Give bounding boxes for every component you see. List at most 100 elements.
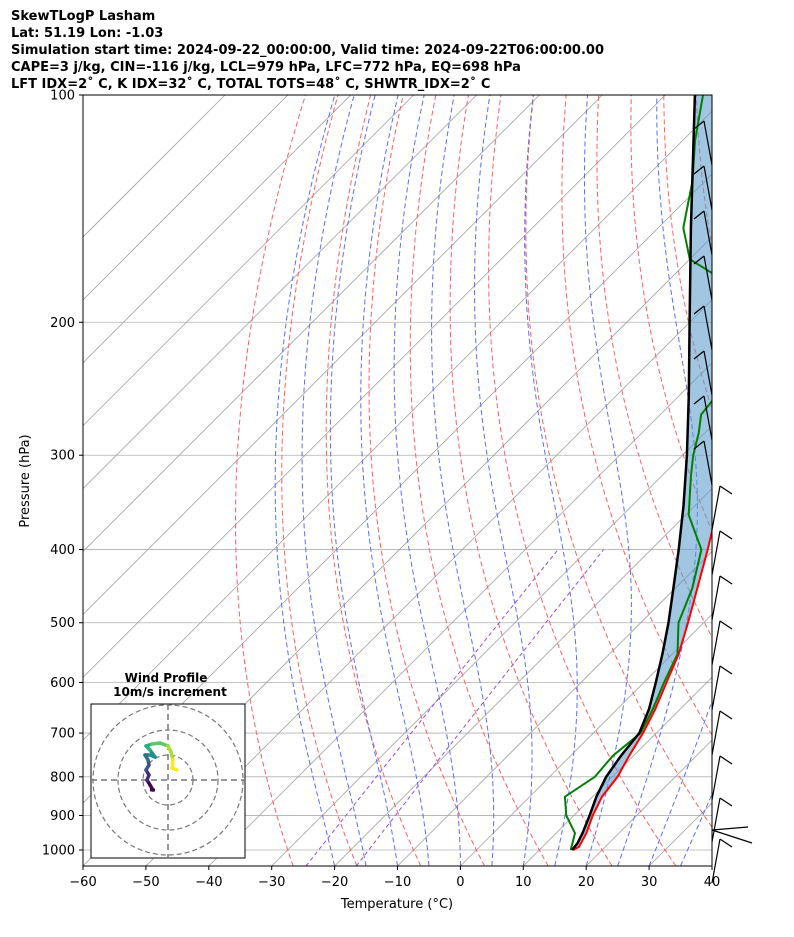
hodograph-subtitle: 10m/s increment (113, 685, 227, 699)
isotherm-line (523, 676, 712, 866)
dry-adiabat (409, 95, 549, 866)
mixing-ratio-line (305, 549, 559, 866)
wind-barb-staff (711, 797, 721, 843)
isotherm-line (460, 613, 712, 866)
hodograph-rings (91, 704, 245, 858)
wind-barb-staff (711, 665, 721, 711)
moist-adiabat (360, 95, 430, 866)
x-tick-label: −60 (69, 875, 96, 890)
dry-adiabat (488, 95, 677, 866)
isotherm-line (83, 95, 289, 301)
moist-adiabat (393, 95, 461, 866)
wind-barb-flag (693, 210, 705, 220)
isotherm-line (334, 488, 712, 866)
moist-adiabat (474, 95, 533, 866)
wind-barb-staff (711, 620, 721, 666)
wind-barb-staff (703, 440, 713, 486)
y-tick-label: 800 (50, 770, 75, 785)
x-tick-label: −20 (321, 875, 348, 890)
dry-adiabat (325, 95, 422, 866)
isotherm-line (83, 110, 712, 741)
moist-adiabat (274, 95, 336, 866)
isotherm-line (648, 802, 712, 866)
wind-barb-flag (719, 838, 733, 848)
hodograph-inset: Wind Profile 10m/s increment (90, 671, 246, 859)
wind-barb-flag (719, 485, 733, 495)
dry-adiabat (561, 95, 712, 736)
wind-barb-flag (719, 575, 733, 585)
isotherm-line (397, 550, 712, 866)
x-axis-label: Temperature (°C) (340, 897, 453, 912)
y-tick-label: 1000 (42, 844, 75, 859)
cape-fill-area (572, 95, 712, 850)
isotherm-line (271, 425, 712, 866)
wind-barb-flag (719, 665, 733, 675)
chart-title: SkewTLogP Lasham (11, 9, 156, 24)
profile-lines (563, 95, 712, 851)
wind-barb-flag (719, 620, 733, 630)
wind-barb-staff (703, 395, 713, 441)
wind-barb-flag (719, 797, 733, 807)
wind-barb-flag (693, 440, 705, 450)
wind-barb-staff (711, 755, 721, 801)
wind-barb-staff (703, 305, 713, 351)
x-tick-label: 20 (578, 875, 595, 890)
wind-barb-staff (711, 710, 721, 756)
isotherm-line (83, 95, 414, 427)
hodograph-title: Wind Profile (125, 671, 208, 685)
temperature-line (572, 527, 712, 851)
hodograph-trace (170, 766, 179, 772)
wind-barb-staff (711, 826, 749, 831)
x-tick-label: 10 (515, 875, 532, 890)
moist-adiabat (431, 95, 495, 866)
dry-adiabat (368, 95, 485, 866)
dry-adiabat (729, 95, 794, 866)
isotherm-line (208, 362, 712, 866)
cape-fill (572, 95, 712, 850)
wind-barb-flag (693, 350, 705, 360)
wind-barb-staff (711, 838, 721, 884)
wind-barb-staff (711, 829, 753, 844)
indices-line-2: LFT IDX=2˚ C, K IDX=32˚ C, TOTAL TOTS=48… (11, 77, 491, 92)
y-tick-label: 400 (50, 543, 75, 558)
wind-barb-staff (703, 120, 713, 166)
y-axis-label: Pressure (hPa) (18, 434, 33, 527)
dry-adiabat (281, 95, 358, 866)
moist-adiabat (329, 95, 398, 866)
mixing-ratio-line (355, 549, 604, 866)
dry-adiabat (762, 95, 794, 866)
dry-adiabat (663, 95, 712, 411)
isotherm-line (775, 95, 794, 866)
moist-adiabat (584, 95, 632, 866)
isotherm-line (83, 95, 666, 678)
x-tick-label: −50 (132, 875, 159, 890)
moist-adiabat (617, 95, 698, 866)
wind-barb-staff (703, 350, 713, 396)
moist-adiabat (524, 95, 578, 866)
y-tick-label: 900 (50, 809, 75, 824)
moist-adiabat (680, 792, 712, 866)
y-tick-label: 300 (50, 449, 75, 464)
time-line: Simulation start time: 2024-09-22_00:00:… (11, 43, 604, 58)
moist-adiabat (711, 864, 712, 866)
y-tick-label: 600 (50, 676, 75, 691)
isotherm-line (83, 95, 603, 615)
isotherm-line (145, 299, 712, 866)
wind-barb-flag (693, 120, 705, 130)
moist-adiabat (648, 699, 712, 866)
dry-adiabat (235, 95, 306, 866)
dry-adiabat (525, 95, 712, 829)
wind-barb-flag (693, 255, 705, 265)
x-tick-label: −10 (384, 875, 411, 890)
y-tick-label: 200 (50, 316, 75, 331)
wind-barb-staff (703, 210, 713, 256)
indices-line: CAPE=3 j/kg, CIN=-116 j/kg, LCL=979 hPa,… (11, 60, 521, 75)
isotherm-line (83, 95, 226, 238)
isotherm-line (711, 865, 712, 866)
moist-adiabat (301, 95, 367, 866)
chart-title-block: SkewTLogP Lasham Lat: 51.19 Lon: -1.03 S… (11, 8, 604, 93)
wind-barbs (693, 120, 753, 884)
isotherm-line (83, 95, 540, 553)
y-tick-label: 700 (50, 727, 75, 742)
